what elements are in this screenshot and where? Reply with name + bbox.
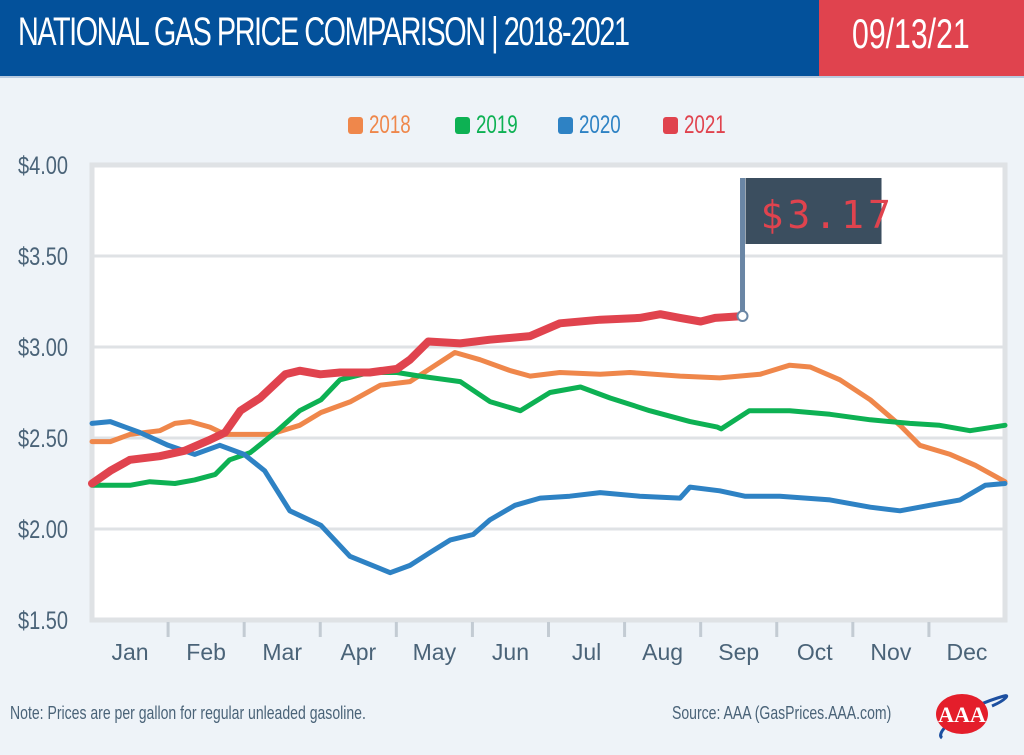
- chart-date: 09/13/21: [852, 10, 970, 57]
- legend-label-2020: 2020: [579, 110, 621, 139]
- y-tick-label: $3.00: [18, 334, 68, 362]
- logo-text: AAA: [938, 702, 986, 727]
- series-line-2020: [89, 419, 1008, 576]
- series-line-2018: [89, 350, 1008, 485]
- x-tick-label: Sep: [718, 639, 759, 665]
- legend-label-2021: 2021: [684, 110, 726, 139]
- y-tick-label: $2.00: [18, 516, 68, 544]
- legend: 2018 2019 2020 2021: [0, 110, 1024, 140]
- x-tick-label: May: [413, 639, 457, 665]
- legend-label-2018: 2018: [369, 110, 411, 139]
- x-tick-label: Apr: [340, 639, 376, 665]
- x-tick-label: Dec: [947, 639, 988, 665]
- callout-point: [736, 310, 749, 323]
- legend-swatch-2019: [455, 116, 470, 134]
- y-tick-label: $2.50: [18, 425, 68, 453]
- header: NATIONAL GAS PRICE COMPARISON | 2018-202…: [0, 0, 1024, 78]
- series-line-2019: [89, 370, 1008, 488]
- header-divider: [0, 76, 1024, 78]
- date-bar: [819, 0, 1024, 76]
- legend-swatch-2021: [663, 116, 678, 134]
- x-axis-labels: Jan Feb Mar Apr May Jun Jul Aug Sep Oct Nov Dec: [111, 639, 987, 665]
- title-bar: [0, 0, 819, 76]
- legend-label-2019: 2019: [476, 110, 518, 139]
- x-tick-label: Jun: [492, 639, 529, 665]
- footer-source: Source: AAA (GasPrices.AAA.com): [672, 703, 892, 723]
- logo-swoosh: [939, 694, 1009, 740]
- x-axis-ticks: [166, 622, 931, 637]
- price-callout: $3.17: [736, 178, 895, 323]
- flag-box: [745, 178, 882, 244]
- legend-item-2020: 2020: [558, 110, 635, 140]
- x-tick-label: Feb: [186, 639, 226, 665]
- footer-note: Note: Prices are per gallon for regular …: [10, 703, 366, 723]
- x-tick-label: Aug: [642, 639, 683, 665]
- legend-item-2019: 2019: [455, 110, 532, 140]
- x-tick-label: Jul: [572, 639, 601, 665]
- y-axis-labels: $1.50 $2.00 $2.50 $3.00 $3.50 $4.00: [18, 152, 68, 635]
- aaa-logo: AAA: [936, 694, 1009, 740]
- y-tick-label: $3.50: [18, 243, 68, 271]
- x-tick-label: Oct: [797, 639, 833, 665]
- legend-item-2018: 2018: [348, 110, 425, 140]
- series-lines: [88, 310, 1008, 576]
- y-tick-label: $1.50: [18, 607, 68, 635]
- legend-swatch-2018: [348, 116, 363, 134]
- callout-label: $3.17: [761, 193, 895, 237]
- legend-item-2021: 2021: [663, 110, 740, 140]
- series-line-2021: [88, 310, 747, 488]
- gridlines: [92, 254, 1005, 531]
- chart-title: NATIONAL GAS PRICE COMPARISON | 2018-202…: [18, 10, 630, 54]
- logo-oval: [936, 694, 988, 734]
- x-tick-label: Nov: [870, 639, 911, 665]
- y-tick-label: $4.00: [18, 152, 68, 180]
- x-tick-label: Jan: [111, 639, 148, 665]
- legend-swatch-2020: [558, 116, 573, 134]
- x-tick-label: Mar: [262, 639, 302, 665]
